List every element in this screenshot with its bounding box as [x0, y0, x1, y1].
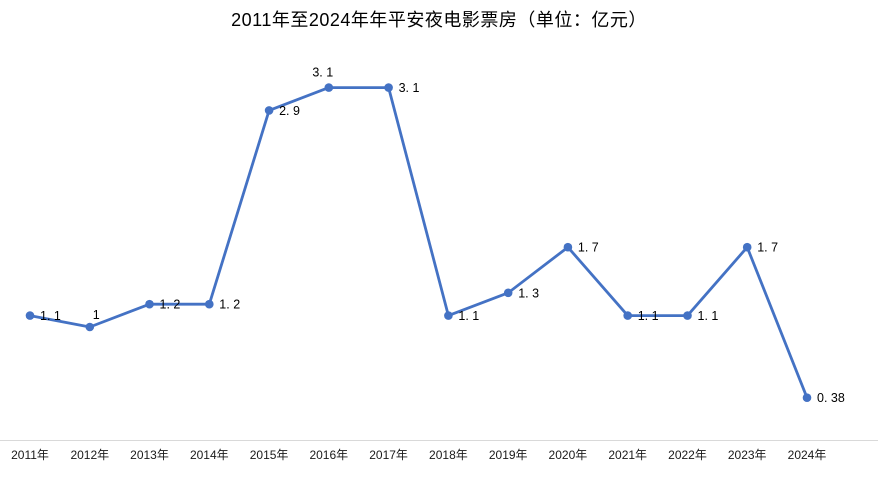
x-axis-tick-label: 2019年	[489, 448, 528, 462]
x-axis-tick-label: 2013年	[130, 448, 169, 462]
x-axis-tick-label: 2011年	[11, 448, 49, 462]
data-point-label: 1. 1	[698, 309, 719, 323]
x-axis-tick-label: 2023年	[728, 448, 767, 462]
data-point-label: 1. 1	[638, 309, 659, 323]
data-point-marker	[683, 311, 692, 320]
data-point-marker	[85, 322, 95, 332]
data-point-marker	[205, 299, 214, 309]
data-point-marker	[503, 288, 513, 298]
data-point-label: 1. 7	[578, 241, 599, 255]
x-axis-tick-label: 2018年	[429, 448, 468, 462]
data-point-label: 2. 9	[279, 104, 300, 118]
x-axis-tick-label: 2017年	[369, 448, 408, 462]
data-point-marker	[324, 83, 334, 92]
data-point-marker	[444, 311, 453, 320]
x-axis-tick-label: 2014年	[190, 448, 229, 462]
data-point-marker	[802, 393, 812, 403]
data-point-marker	[563, 242, 573, 252]
data-point-label: 1. 7	[757, 241, 778, 255]
data-point-marker	[742, 242, 752, 252]
data-point-label: 1. 2	[160, 298, 181, 312]
data-point-marker	[145, 299, 154, 309]
x-axis-tick-label: 2012年	[70, 448, 109, 462]
x-axis-tick-label: 2016年	[309, 448, 348, 462]
x-axis-tick-label: 2020年	[549, 448, 588, 462]
series-line	[28, 86, 809, 400]
data-point-label: 1. 1	[40, 309, 61, 323]
data-point-label: 1	[93, 308, 100, 322]
data-point-marker	[25, 311, 35, 320]
data-point-label: 1. 2	[219, 298, 240, 312]
chart-title: 2011年至2024年年平安夜电影票房（单位：亿元）	[231, 10, 647, 30]
x-axis-tick-label: 2022年	[668, 448, 707, 462]
data-point-label: 0. 38	[817, 391, 845, 405]
data-point-label: 3. 1	[312, 66, 333, 80]
data-point-label: 1. 3	[518, 286, 539, 300]
data-point-marker	[384, 83, 393, 92]
data-point-label: 1. 1	[458, 309, 479, 323]
data-point-label: 3. 1	[399, 81, 420, 95]
x-axis-tick-label: 2024年	[788, 448, 827, 462]
x-axis-tick-label: 2015年	[250, 448, 289, 462]
x-axis-tick-label: 2021年	[608, 448, 647, 462]
data-point-marker	[623, 311, 632, 320]
data-point-marker	[264, 106, 274, 115]
